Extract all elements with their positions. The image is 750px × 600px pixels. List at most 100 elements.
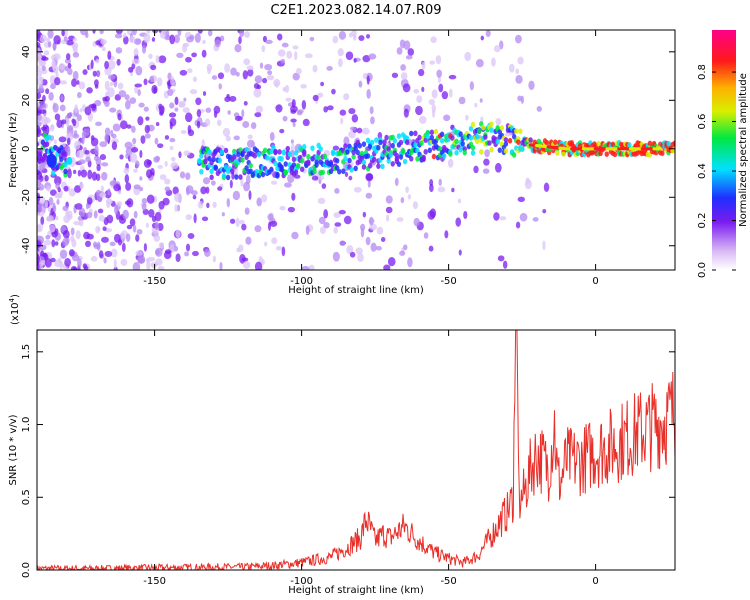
heatmap-cell — [135, 250, 143, 257]
heatmap-cell — [248, 162, 253, 169]
heatmap-cell — [282, 86, 287, 92]
heatmap-cell — [76, 114, 82, 122]
heatmap-cell — [323, 209, 329, 219]
heatmap-cell — [54, 113, 61, 121]
heatmap-cell — [44, 175, 49, 182]
heatmap-cell — [206, 63, 213, 72]
heatmap-cell — [59, 249, 68, 259]
heatmap-cell — [184, 112, 193, 123]
heatmap-cell — [252, 152, 258, 159]
heatmap-cell — [337, 58, 343, 68]
heatmap-cell — [337, 168, 342, 175]
heatmap-cell — [266, 74, 275, 81]
heatmap-cell — [159, 174, 167, 181]
heatmap-cell — [168, 112, 177, 118]
heatmap-cell — [143, 33, 151, 44]
spectrogram-heatmap — [37, 30, 675, 270]
heatmap-cell — [48, 91, 54, 101]
heatmap-cell — [409, 156, 414, 162]
heatmap-cell — [400, 64, 406, 71]
heatmap-cell — [102, 96, 108, 102]
heatmap-cell — [256, 151, 262, 158]
heatmap-cell — [369, 106, 374, 115]
heatmap-cell — [454, 149, 459, 156]
heatmap-cell — [76, 92, 82, 99]
heatmap-cell — [109, 241, 116, 247]
heatmap-cell — [555, 150, 560, 156]
heatmap-cell — [264, 64, 273, 71]
heatmap-cell — [362, 73, 368, 80]
snr-panel: -150 -100 -50 0 0.0 0.5 1.0 1.5 Height of stra… — [8, 294, 676, 596]
heatmap-cell — [243, 31, 251, 38]
heatmap-cell — [63, 185, 69, 192]
heatmap-cell — [46, 215, 54, 222]
heatmap-cell — [56, 193, 63, 199]
spectrogram-x-label: Height of straight line (km) — [288, 285, 424, 296]
heatmap-cell — [334, 188, 340, 194]
heatmap-cell — [345, 149, 350, 155]
heatmap-cell — [40, 157, 46, 163]
heatmap-cell — [388, 152, 393, 158]
heatmap-cell — [343, 93, 350, 101]
heatmap-cell — [109, 180, 117, 186]
heatmap-cell — [430, 36, 437, 44]
heatmap-cell — [38, 196, 46, 205]
heatmap-cell — [223, 164, 229, 171]
heatmap-cell — [71, 78, 77, 88]
heatmap-cell — [287, 206, 296, 213]
heatmap-cell — [429, 179, 434, 187]
heatmap-cell — [312, 168, 317, 175]
heatmap-cell — [185, 243, 191, 252]
heatmap-cell — [337, 48, 344, 57]
heatmap-cell — [72, 37, 78, 42]
heatmap-cell — [250, 122, 257, 130]
heatmap-cell — [503, 148, 509, 154]
heatmap-cell — [514, 128, 519, 135]
heatmap-cell — [157, 265, 165, 270]
heatmap-cell — [308, 264, 315, 270]
heatmap-cell — [94, 79, 99, 87]
heatmap-cell — [213, 105, 221, 114]
heatmap-cell — [561, 151, 566, 157]
heatmap-cell — [405, 186, 409, 194]
heatmap-cell — [226, 94, 230, 99]
heatmap-cell — [199, 168, 204, 175]
heatmap-cell — [95, 40, 101, 46]
heatmap-cell — [37, 69, 42, 79]
heatmap-cell — [52, 53, 61, 61]
heatmap-cell — [504, 132, 513, 137]
heatmap-cell — [343, 215, 352, 225]
heatmap-cell — [111, 133, 117, 139]
heatmap-cell — [159, 105, 165, 115]
colorbar-tick-label: 0.4 — [697, 163, 708, 179]
heatmap-cell — [271, 144, 276, 151]
heatmap-cell — [93, 210, 98, 219]
snr-y-label: SNR (10 * v/v) — [8, 414, 19, 485]
heatmap-cell — [66, 112, 72, 119]
heatmap-cell — [528, 80, 535, 91]
heatmap-cell — [275, 171, 280, 178]
heatmap-cell — [196, 109, 202, 118]
heatmap-cell — [230, 67, 237, 76]
heatmap-cell — [369, 216, 374, 226]
heatmap-cell — [155, 122, 160, 127]
heatmap-cell — [353, 186, 362, 193]
heatmap-cell — [61, 30, 65, 37]
heatmap-cell — [347, 157, 352, 164]
heatmap-cell — [210, 180, 216, 186]
heatmap-cell — [101, 236, 109, 243]
heatmap-cell — [281, 42, 289, 48]
heatmap-cell — [66, 125, 74, 131]
heatmap-cell — [78, 207, 86, 217]
heatmap-cell — [163, 250, 172, 260]
heatmap-cell — [317, 92, 324, 98]
heatmap-cell — [195, 97, 202, 106]
heatmap-cell — [53, 35, 61, 45]
heatmap-cell — [280, 58, 286, 64]
heatmap-cell — [499, 216, 507, 221]
heatmap-cell — [46, 134, 52, 141]
heatmap-cell — [481, 125, 486, 131]
heatmap-cell — [269, 220, 278, 227]
heatmap-cell — [276, 33, 283, 41]
heatmap-cell — [380, 163, 385, 170]
